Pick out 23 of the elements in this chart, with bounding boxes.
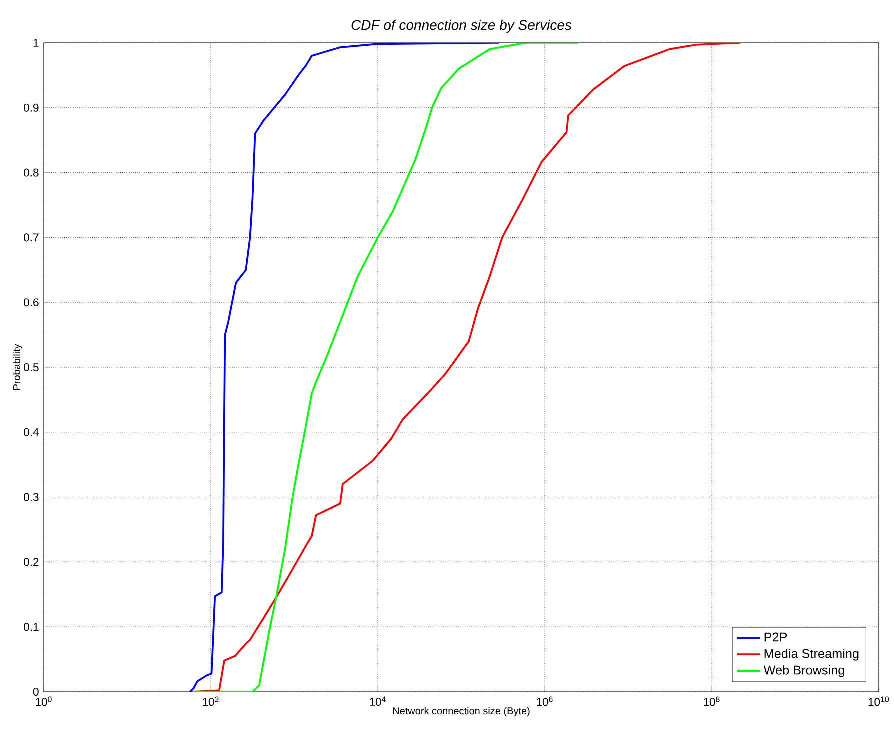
- y-tick-label: 0.3: [24, 493, 39, 502]
- y-tick-label: 1: [34, 39, 39, 47]
- y-tick-label: 0.8: [24, 168, 39, 177]
- x-tick-label: 10$^{2}$: [203, 696, 219, 706]
- x-axis-title: Network connection size (Byte): [393, 707, 530, 717]
- x-tick-label: 10$^{4}$: [370, 696, 386, 706]
- legend-label: P2P: [764, 632, 788, 642]
- chart-title: CDF of connection size by Services: [352, 20, 572, 33]
- x-tick-label: 10$^{8}$: [704, 696, 720, 706]
- x-tick-label: 10$^{6}$: [537, 696, 553, 706]
- x-tick-label: 10$^{0}$: [36, 696, 52, 706]
- legend-label: Media Streaming: [764, 648, 859, 661]
- legend-label: Web Browsing: [764, 665, 844, 678]
- y-tick-label: 0.5: [24, 363, 39, 372]
- y-tick-label: 0.7: [24, 234, 39, 242]
- y-tick-label: 0: [33, 688, 39, 696]
- y-tick-label: 0.4: [24, 428, 39, 436]
- y-tick-label: 0.2: [24, 558, 39, 566]
- y-tick-label: 0.1: [24, 623, 39, 632]
- y-tick-label: 0.6: [24, 298, 39, 307]
- x-tick-label: 10$^{10}$: [868, 696, 890, 706]
- y-tick-label: 0.9: [24, 104, 39, 112]
- y-axis-title: Probability: [13, 344, 22, 390]
